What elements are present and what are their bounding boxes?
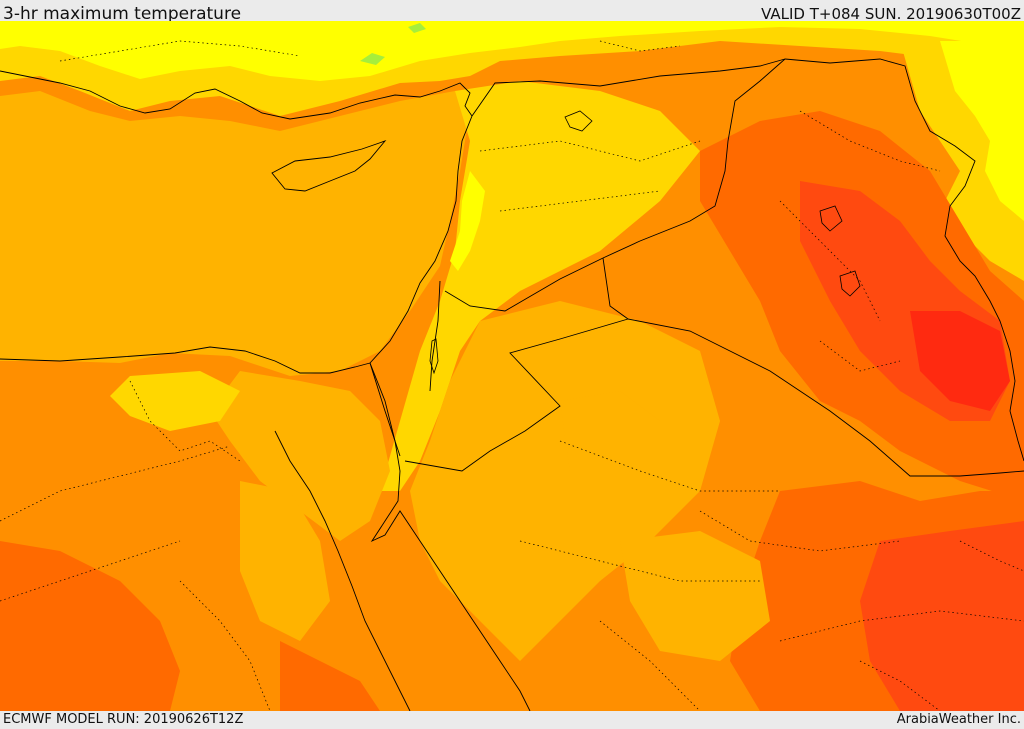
border-jordan-saudi — [404, 257, 630, 472]
border-sinai — [369, 362, 401, 457]
border-syria-jordan — [444, 257, 604, 312]
border-iraq-saudi — [627, 318, 1024, 477]
footer-bar — [0, 711, 1024, 729]
field-gulf-red-orange — [860, 521, 1024, 711]
provider-label: ArabiaWeather Inc. — [896, 712, 1021, 727]
header-bar — [0, 0, 1024, 21]
temperature-map-canvas — [0, 21, 1024, 711]
coastline-turkey — [0, 70, 473, 120]
map-title: 3-hr maximum temperature — [3, 4, 242, 24]
field-arabia-light — [410, 301, 720, 661]
field-levant-gold — [380, 81, 700, 491]
field-bright-yellow-northeast — [940, 41, 1024, 221]
map-boundaries — [0, 58, 1024, 711]
temperature-map — [0, 21, 1024, 711]
field-green-patch-2 — [408, 23, 426, 33]
field-red-sea-dark — [280, 641, 380, 711]
field-africa-dark — [0, 541, 180, 711]
border-syria-iraq — [602, 58, 786, 259]
field-egypt-gold — [110, 371, 240, 431]
field-sinai-light — [210, 371, 390, 541]
field-levant-yellow — [450, 171, 485, 271]
border-iraq-iran — [784, 58, 1016, 412]
field-mediterranean — [0, 91, 470, 376]
coastline-levant — [369, 115, 473, 364]
dead-sea — [429, 338, 439, 375]
model-run-label: ECMWF MODEL RUN: 20190626T12Z — [3, 712, 244, 727]
lake-assad — [564, 110, 593, 132]
border-syria-turkey — [471, 58, 786, 117]
lake-razazah — [839, 270, 861, 297]
coastline-cyprus — [271, 140, 387, 192]
coastline-persian-gulf — [1009, 410, 1024, 462]
field-bright-yellow-north — [0, 21, 1024, 81]
jordan-valley — [429, 280, 441, 392]
admin-boundaries — [0, 40, 1024, 711]
field-saudi-light-2 — [620, 531, 770, 661]
field-iraq-red — [910, 311, 1010, 411]
field-saudi-light-1 — [560, 391, 660, 491]
coastline-red-sea-west — [274, 430, 411, 711]
lake-tharthar — [819, 205, 843, 232]
valid-time-label: VALID T+084 SUN. 20190630T00Z — [761, 5, 1021, 23]
field-green-patch — [360, 53, 385, 65]
coastline-egypt — [0, 346, 371, 374]
lakes — [429, 110, 861, 375]
field-egypt-light — [240, 481, 330, 641]
coastline-red-sea-east — [369, 362, 531, 711]
